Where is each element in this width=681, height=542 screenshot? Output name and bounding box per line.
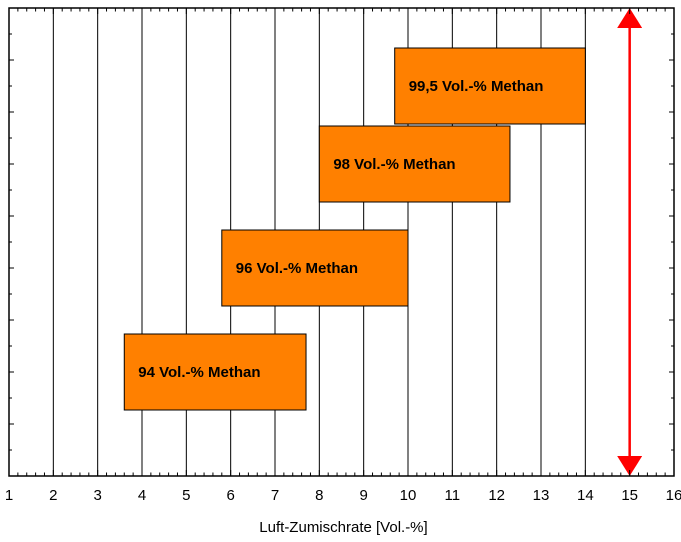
- x-tick-label: 1: [5, 487, 13, 504]
- range-bar: [394, 47, 586, 125]
- bar-label: 96 Vol.-% Methan: [236, 260, 358, 277]
- ticks: [8, 7, 675, 477]
- x-tick-label: 14: [577, 487, 594, 504]
- x-tick-label: 3: [93, 487, 101, 504]
- bar-label: 99,5 Vol.-% Methan: [409, 78, 544, 95]
- x-tick-label: 6: [226, 487, 234, 504]
- range-bar: [123, 333, 307, 411]
- x-tick-label: 15: [621, 487, 638, 504]
- x-tick-label: 9: [359, 487, 367, 504]
- bar-label: 94 Vol.-% Methan: [138, 364, 260, 381]
- range-bar: [221, 229, 409, 307]
- x-tick-label: 7: [271, 487, 279, 504]
- x-axis-label: Luft-Zumischrate [Vol.-%]: [259, 519, 427, 536]
- x-tick-label: 13: [533, 487, 550, 504]
- x-tick-label: 5: [182, 487, 190, 504]
- bar-label: 98 Vol.-% Methan: [333, 156, 455, 173]
- x-tick-label: 4: [138, 487, 146, 504]
- x-tick-label: 12: [488, 487, 505, 504]
- bars: 94 Vol.-% Methan 96 Vol.-% Methan 98 Vol.-…: [123, 47, 586, 411]
- range-bar: [318, 125, 511, 203]
- x-tick-label: 2: [49, 487, 57, 504]
- tick-labels: 1 2 3 4 5 6 7 8 9 10 11 12 13 14 15 16: [5, 487, 681, 504]
- x-tick-label: 16: [666, 487, 681, 504]
- x-tick-label: 10: [400, 487, 417, 504]
- x-tick-label: 11: [445, 487, 461, 504]
- x-tick-label: 8: [315, 487, 323, 504]
